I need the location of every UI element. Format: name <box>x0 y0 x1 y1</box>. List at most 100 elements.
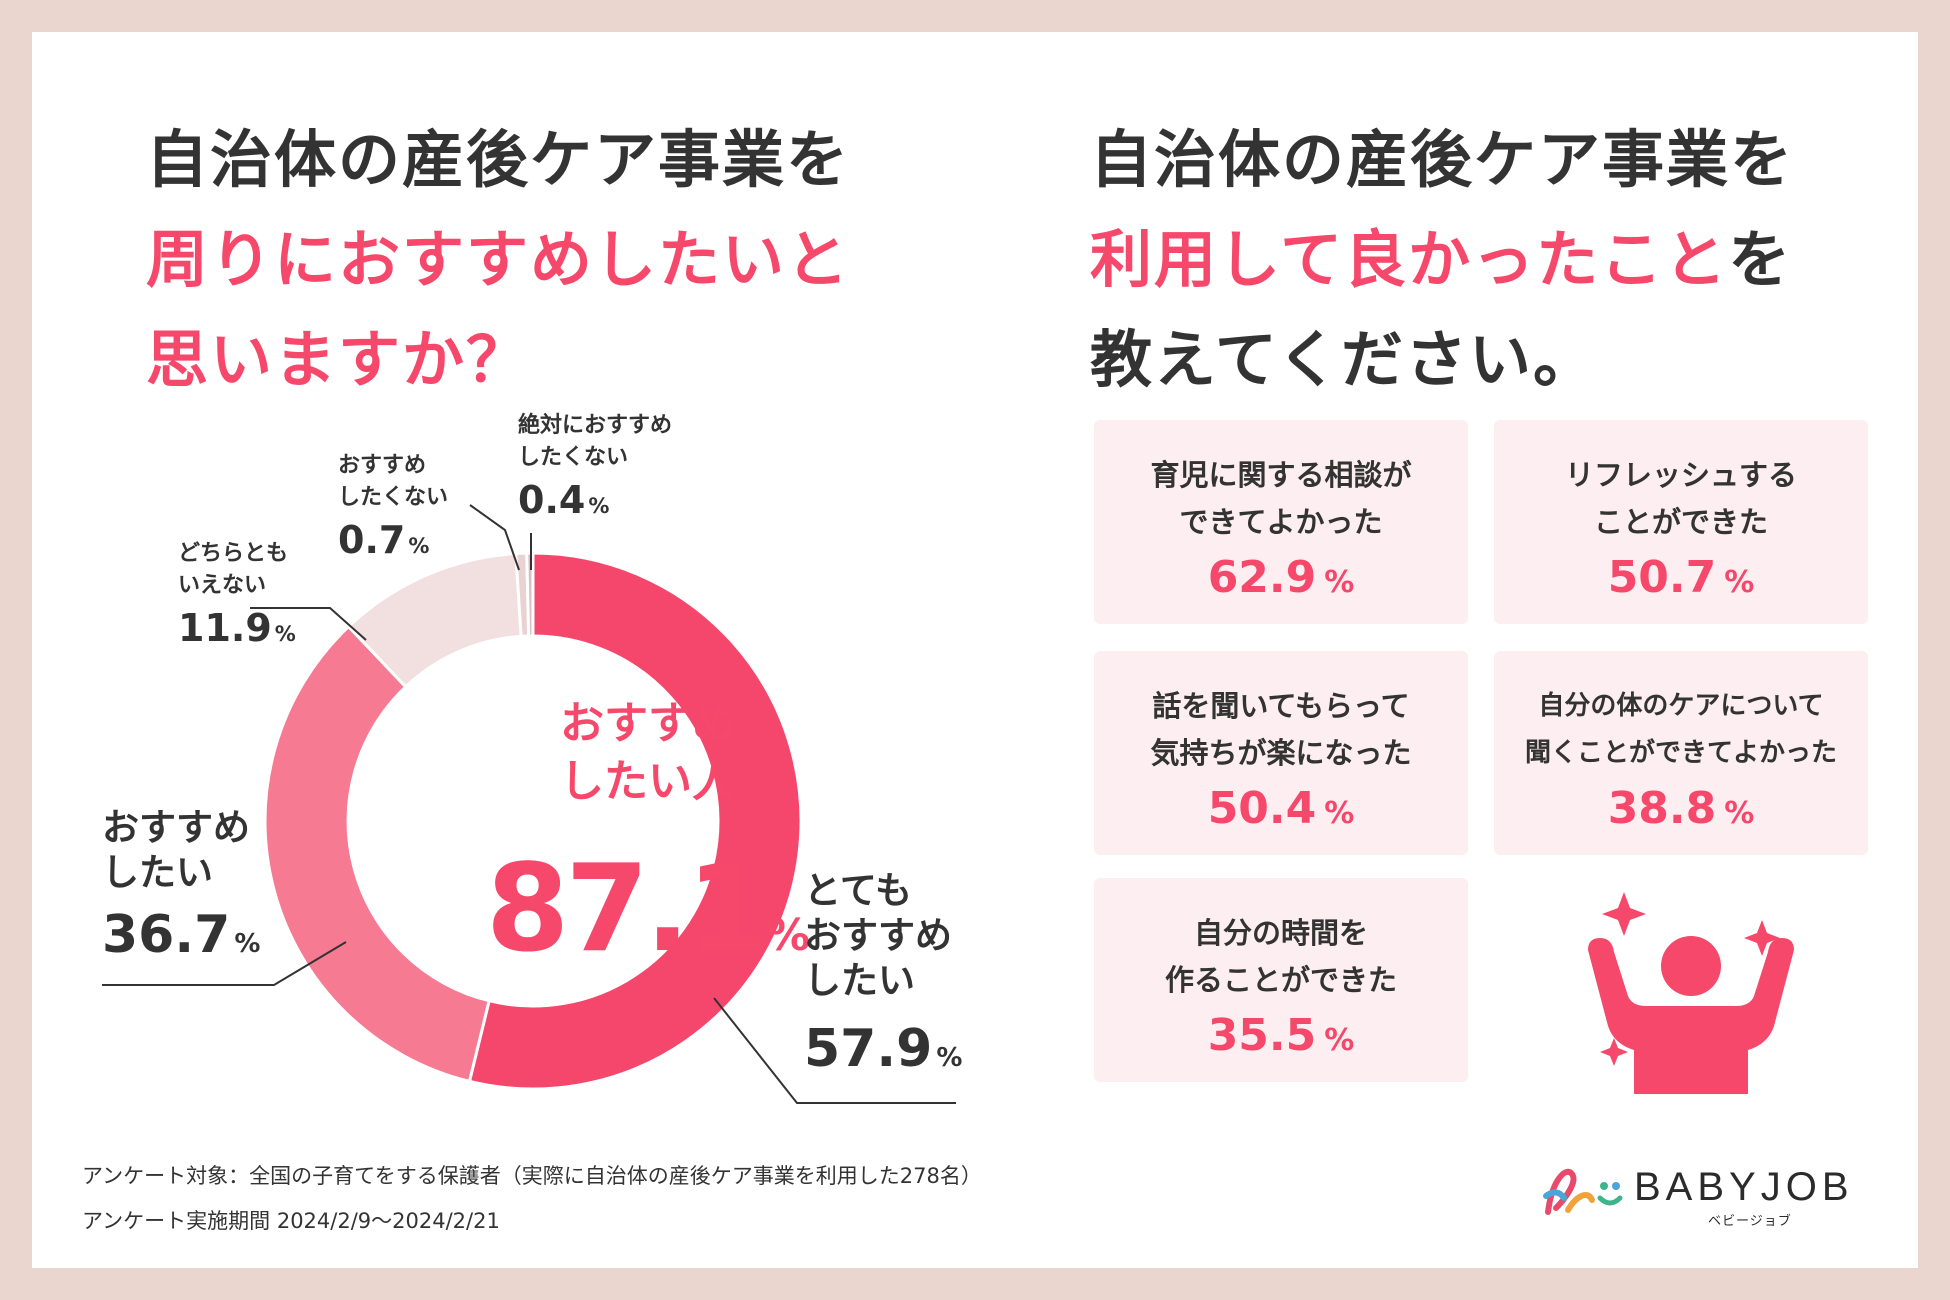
result-box-5-line2: 作ることができた <box>1164 963 1397 997</box>
footnote-period: アンケート実施期間 2024/2/9〜2024/2/21 <box>82 1209 500 1233</box>
label-neutral-value: 11.9 <box>178 606 272 650</box>
label-recommend-value: 36.7 <box>102 905 231 965</box>
label-neutral-line1: どちらとも <box>178 541 289 566</box>
label-not-recommend-value-wrap: 0.7% <box>338 518 448 562</box>
label-very-recommend-value-wrap: 57.9% <box>804 1019 962 1079</box>
label-very-recommend-line1: とても <box>804 869 913 912</box>
person-cheer-icon <box>1588 892 1794 1094</box>
result-box-1-text: 育児に関する相談が できてよかった <box>1094 420 1468 546</box>
result-box-2-value-wrap: 50.7% <box>1494 552 1868 603</box>
label-neutral-line2: いえない <box>178 573 267 598</box>
center-value-unit: % <box>765 910 811 961</box>
result-box-2-value: 50.7 <box>1607 552 1717 603</box>
label-neutral-unit: % <box>274 622 296 646</box>
result-box-3-value-wrap: 50.4% <box>1094 783 1468 834</box>
label-never-recommend-line1: 絶対におすすめ <box>518 413 673 438</box>
leader-line-very-recommend <box>713 997 956 1104</box>
result-box-2-unit: % <box>1724 565 1755 600</box>
donut-slices <box>263 551 803 1091</box>
result-box-5-line1: 自分の時間を <box>1193 916 1368 950</box>
label-recommend-line1: おすすめ <box>102 806 250 849</box>
result-box-1-unit: % <box>1324 565 1355 600</box>
slice-recommend <box>263 624 491 1084</box>
label-not-recommend-unit: % <box>408 534 430 558</box>
left-title-line1: 自治体の産後ケア事業を <box>146 123 851 196</box>
label-very-recommend: とても おすすめ したい 57.9% <box>804 868 962 1079</box>
logo-text: BABYJOB <box>1634 1165 1854 1209</box>
label-not-recommend-line1: おすすめ <box>338 453 427 478</box>
label-not-recommend-line2: したくない <box>338 485 449 510</box>
babyjob-logo: BABYJOB ベビージョブ <box>1542 1160 1862 1230</box>
leader-line-recommend <box>102 941 347 986</box>
label-recommend-unit: % <box>234 929 261 959</box>
slice-very-recommend <box>467 551 803 1091</box>
center-label-line1: おすすめ <box>560 698 736 749</box>
babyjob-logo-icon <box>1543 1169 1623 1215</box>
label-very-recommend-value: 57.9 <box>804 1019 933 1079</box>
person-head <box>1661 936 1721 996</box>
label-neutral-value-wrap: 11.9% <box>178 606 296 650</box>
result-box-1-line1: 育児に関する相談が <box>1150 458 1412 492</box>
logo-subtext: ベビージョブ <box>1708 1214 1792 1229</box>
result-box-4-line2: 聞くことができてよかった <box>1524 738 1837 768</box>
label-not-recommend: おすすめ したくない 0.7% <box>338 450 448 562</box>
leader-line-neutral <box>250 607 367 641</box>
label-recommend-line2: したい <box>102 851 213 894</box>
donut-center-label: おすすめ したい人 <box>428 695 868 811</box>
person-body <box>1588 938 1794 1094</box>
result-box-2-text: リフレッシュする ことができた <box>1494 420 1868 546</box>
result-box-2-line1: リフレッシュする <box>1564 458 1797 492</box>
label-never-recommend-line2: したくない <box>518 445 629 470</box>
label-never-recommend-value: 0.4 <box>518 478 586 522</box>
sparkle-icon <box>1602 892 1646 936</box>
result-box-5: 自分の時間を 作ることができた 35.5% <box>1094 878 1468 1082</box>
label-very-recommend-line2: おすすめ <box>804 914 952 957</box>
right-title-line1: 自治体の産後ケア事業を <box>1090 123 1795 196</box>
right-question-title: 自治体の産後ケア事業を 利用して良かったことを 教えてください。 <box>1090 110 1794 410</box>
result-box-1: 育児に関する相談が できてよかった 62.9% <box>1094 420 1468 624</box>
result-box-4-line1: 自分の体のケアについて <box>1538 691 1824 721</box>
right-title-line2-tail: を <box>1728 223 1793 296</box>
result-box-3-value: 50.4 <box>1207 783 1317 834</box>
label-never-recommend-unit: % <box>588 494 610 518</box>
label-never-recommend: 絶対におすすめ したくない 0.4% <box>518 410 672 522</box>
slice-never-recommend <box>525 551 535 638</box>
donut-center-value: 87.1% <box>378 840 918 979</box>
leader-line-not-recommend <box>469 504 520 571</box>
label-recommend: おすすめ したい 36.7% <box>102 805 260 965</box>
sparkle-icon <box>1744 920 1780 956</box>
result-box-5-text: 自分の時間を 作ることができた <box>1094 878 1468 1004</box>
right-title-line3: 教えてください。 <box>1090 323 1598 396</box>
result-box-4-value: 38.8 <box>1607 783 1717 834</box>
left-question-title: 自治体の産後ケア事業を 周りにおすすめしたいと 思いますか？ <box>146 110 850 410</box>
result-box-3-unit: % <box>1324 796 1355 831</box>
leader-lines <box>102 504 956 1104</box>
center-value-number: 87.1 <box>485 840 770 979</box>
left-title-line2: 周りにおすすめしたいと <box>146 223 851 296</box>
result-box-4: 自分の体のケアについて 聞くことができてよかった 38.8% <box>1494 651 1868 855</box>
footnote-target: アンケート対象：全国の子育てをする保護者（実際に自治体の産後ケア事業を利用した2… <box>82 1164 982 1188</box>
label-very-recommend-line3: したい <box>804 959 915 1002</box>
right-title-line2-highlight: 利用して良かったこと <box>1090 223 1729 296</box>
result-box-3-line2: 気持ちが楽になった <box>1150 736 1412 770</box>
result-box-5-value: 35.5 <box>1207 1010 1317 1061</box>
result-box-5-unit: % <box>1324 1023 1355 1058</box>
result-box-2: リフレッシュする ことができた 50.7% <box>1494 420 1868 624</box>
result-box-4-value-wrap: 38.8% <box>1494 783 1868 834</box>
result-box-1-value: 62.9 <box>1207 552 1317 603</box>
label-never-recommend-value-wrap: 0.4% <box>518 478 672 522</box>
result-box-1-line2: できてよかった <box>1179 505 1383 539</box>
result-box-4-unit: % <box>1724 796 1755 831</box>
result-box-2-line2: ことができた <box>1593 505 1768 539</box>
label-neutral: どちらとも いえない 11.9% <box>178 538 296 650</box>
label-recommend-value-wrap: 36.7% <box>102 905 260 965</box>
right-title-line2: 利用して良かったことを <box>1090 210 1794 310</box>
result-box-3: 話を聞いてもらって 気持ちが楽になった 50.4% <box>1094 651 1468 855</box>
left-title-line3: 思いますか？ <box>146 323 531 396</box>
result-box-1-value-wrap: 62.9% <box>1094 552 1468 603</box>
result-box-3-line1: 話を聞いてもらって <box>1152 689 1410 723</box>
sparkle-icon <box>1600 1038 1628 1066</box>
center-label-line2: したい人 <box>560 756 736 807</box>
result-box-3-text: 話を聞いてもらって 気持ちが楽になった <box>1094 651 1468 777</box>
